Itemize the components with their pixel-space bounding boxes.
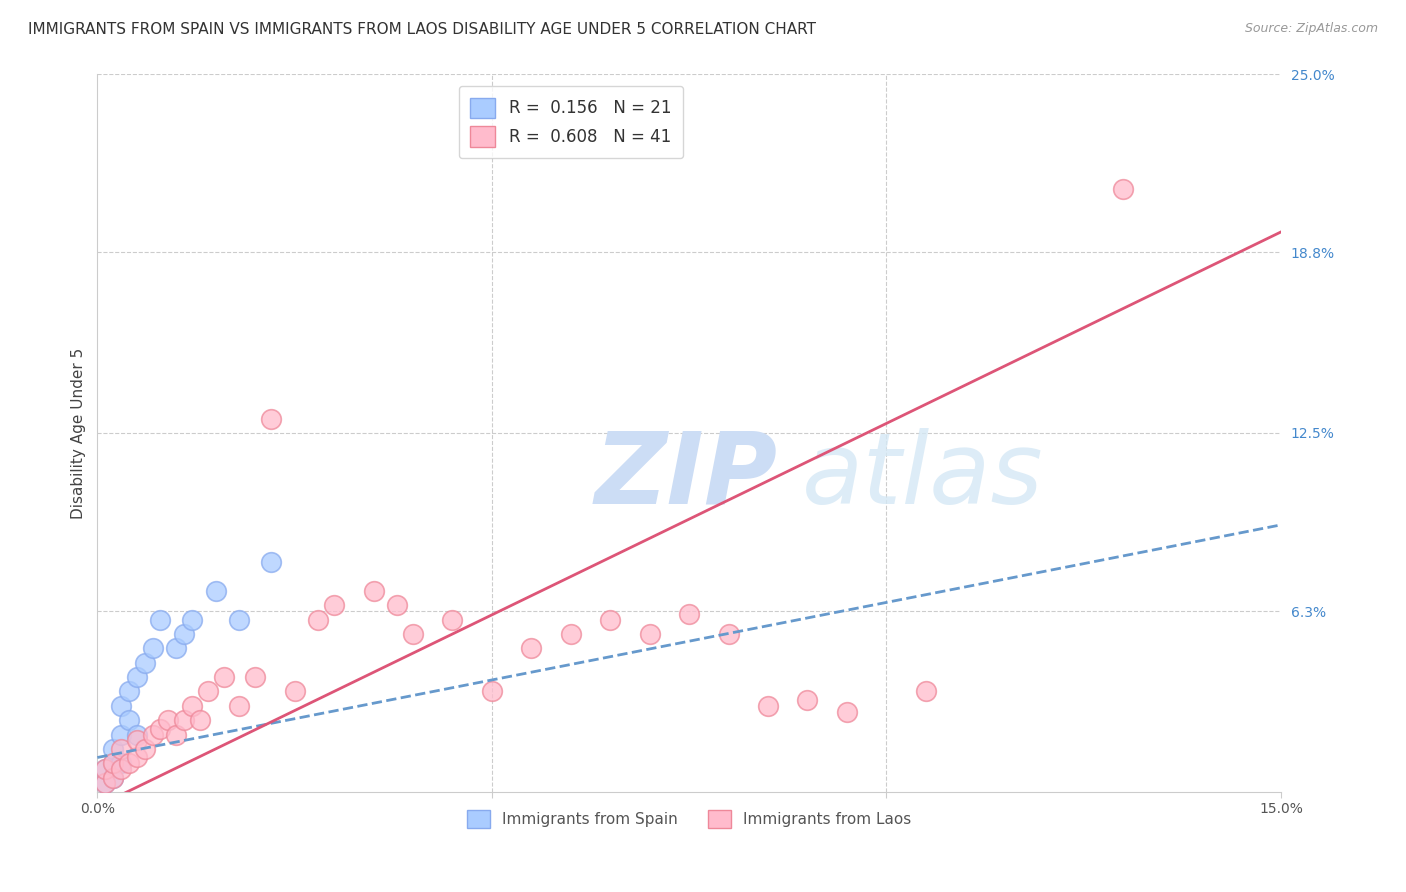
Point — [260, 411, 283, 425]
Point — [385, 599, 408, 613]
Point — [173, 627, 195, 641]
Point — [110, 762, 132, 776]
Text: ZIP: ZIP — [595, 427, 778, 524]
Point — [101, 756, 124, 771]
Point — [363, 583, 385, 598]
Point — [212, 670, 235, 684]
Point — [101, 771, 124, 785]
Point — [188, 713, 211, 727]
Point — [678, 607, 700, 621]
Point — [181, 698, 204, 713]
Point — [134, 742, 156, 756]
Point — [307, 613, 329, 627]
Text: IMMIGRANTS FROM SPAIN VS IMMIGRANTS FROM LAOS DISABILITY AGE UNDER 5 CORRELATION: IMMIGRANTS FROM SPAIN VS IMMIGRANTS FROM… — [28, 22, 815, 37]
Point — [110, 756, 132, 771]
Point — [118, 713, 141, 727]
Point — [94, 776, 117, 790]
Point — [638, 627, 661, 641]
Point — [520, 641, 543, 656]
Point — [125, 670, 148, 684]
Point — [101, 742, 124, 756]
Point — [181, 613, 204, 627]
Legend: Immigrants from Spain, Immigrants from Laos: Immigrants from Spain, Immigrants from L… — [461, 804, 918, 835]
Point — [110, 698, 132, 713]
Point — [94, 762, 117, 776]
Point — [110, 742, 132, 756]
Point — [149, 613, 172, 627]
Point — [142, 641, 165, 656]
Point — [284, 684, 307, 698]
Point — [481, 684, 503, 698]
Point — [125, 750, 148, 764]
Point — [323, 599, 346, 613]
Point — [197, 684, 219, 698]
Point — [118, 684, 141, 698]
Text: atlas: atlas — [801, 427, 1043, 524]
Point — [835, 705, 858, 719]
Point — [243, 670, 266, 684]
Point — [260, 555, 283, 569]
Point — [110, 727, 132, 741]
Point — [204, 583, 226, 598]
Point — [125, 733, 148, 747]
Point — [228, 613, 250, 627]
Point — [165, 641, 187, 656]
Point — [165, 727, 187, 741]
Point — [142, 727, 165, 741]
Point — [402, 627, 425, 641]
Point — [756, 698, 779, 713]
Point — [796, 693, 818, 707]
Text: Source: ZipAtlas.com: Source: ZipAtlas.com — [1244, 22, 1378, 36]
Point — [173, 713, 195, 727]
Point — [560, 627, 582, 641]
Point — [228, 698, 250, 713]
Point — [441, 613, 464, 627]
Y-axis label: Disability Age Under 5: Disability Age Under 5 — [72, 347, 86, 518]
Point — [149, 722, 172, 736]
Point — [101, 771, 124, 785]
Point — [1112, 182, 1135, 196]
Point — [599, 613, 621, 627]
Point — [118, 756, 141, 771]
Point — [134, 656, 156, 670]
Point — [94, 762, 117, 776]
Point — [125, 727, 148, 741]
Point — [717, 627, 740, 641]
Point — [157, 713, 180, 727]
Point — [94, 776, 117, 790]
Point — [914, 684, 936, 698]
Point — [101, 756, 124, 771]
